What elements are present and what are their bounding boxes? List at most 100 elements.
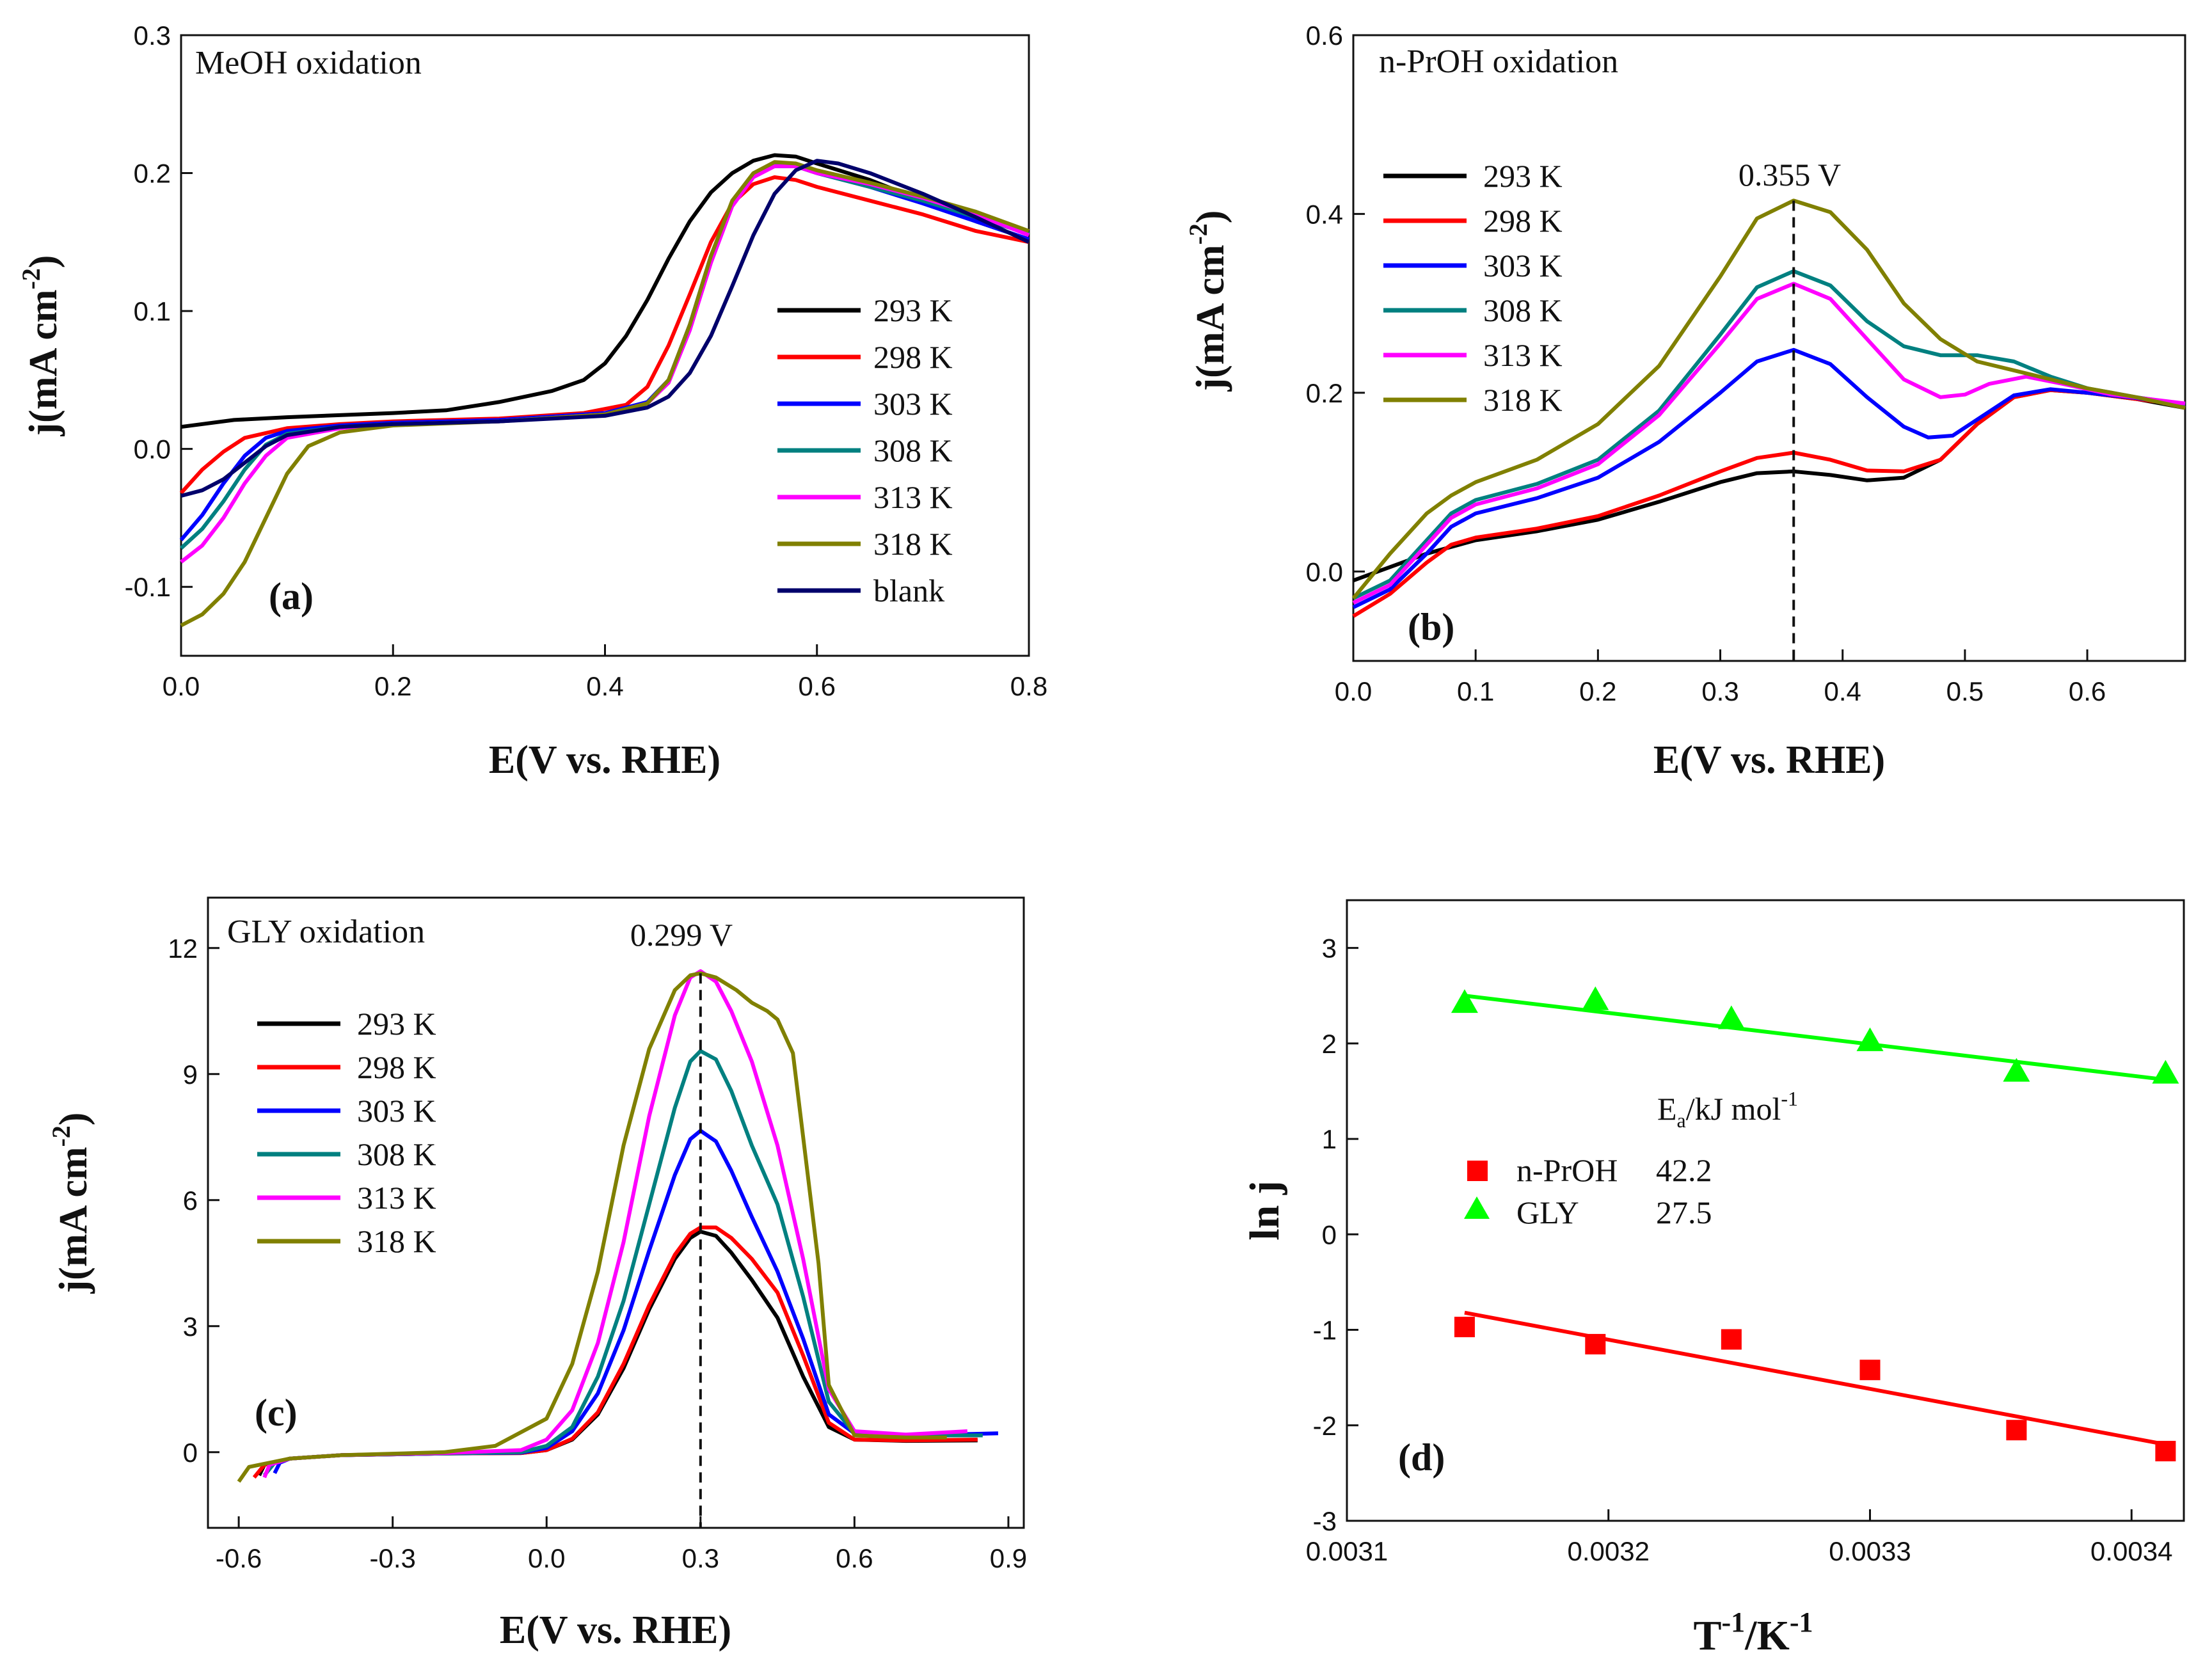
panel-d-label: (d) bbox=[1398, 1436, 1445, 1479]
panel-d-point-nproh bbox=[2006, 1420, 2027, 1441]
panel-a-curve-blank bbox=[180, 159, 1030, 498]
panel-d-arrhenius-plot: 0.0031 0.0032 0.0033 0.0034 -3 -2 -1 0 1 2 3 (d) E… bbox=[1241, 899, 2185, 1659]
panel-c-legend: 293 K 298 K 303 K 308 K 313 K 318 K bbox=[257, 1006, 436, 1259]
panel-d-x-tick-label: 0.0033 bbox=[1829, 1536, 1911, 1566]
panel-d-point-gly bbox=[2152, 1060, 2179, 1084]
panel-d-point-gly bbox=[1717, 1005, 1745, 1029]
panel-b-y-tick-label: 0.4 bbox=[1306, 199, 1343, 229]
panel-b-title: n-PrOH oxidation bbox=[1379, 44, 1618, 80]
panel-a-x-tick-label: 0.6 bbox=[799, 671, 836, 701]
panel-d-point-nproh bbox=[2155, 1441, 2176, 1462]
panel-d-point-nproh bbox=[1454, 1317, 1475, 1338]
panel-b-legend-label-293k: 293 K bbox=[1483, 158, 1563, 194]
panel-b-label: (b) bbox=[1408, 606, 1454, 648]
panel-d-legend-marker-gly bbox=[1464, 1196, 1490, 1219]
panel-a-y-tick-label: 0.3 bbox=[134, 20, 171, 51]
panel-b-y-tick-label: 0.0 bbox=[1306, 557, 1343, 587]
panel-c-y-tick-label: 3 bbox=[183, 1312, 198, 1342]
panel-a-axis-ticks: 0.0 0.2 0.4 0.6 0.8 -0.1 0.0 0.1 0.2 0.3 bbox=[125, 20, 1048, 701]
panel-a-y-tick-label: 0.2 bbox=[134, 159, 171, 189]
panel-d-x-tick-label: 0.0034 bbox=[2090, 1536, 2172, 1566]
panel-a-legend-label-303k: 303 K bbox=[873, 386, 953, 422]
panel-a-curve-293k bbox=[180, 153, 1030, 429]
panel-d-data-marks bbox=[1451, 986, 2179, 1462]
panel-d-point-nproh bbox=[1585, 1333, 1606, 1354]
panel-b-axis-ticks: 0.0 0.1 0.2 0.3 0.4 0.5 0.6 0.0 0.2 0.4 0.6 bbox=[1306, 20, 2106, 706]
panel-c-legend-label-313k: 313 K bbox=[357, 1180, 436, 1216]
panel-b-curve-293k bbox=[1352, 388, 2186, 583]
panel-c-curves bbox=[237, 969, 998, 1483]
panel-d-legend: Ea/kJ mol-1 n-PrOH 42.2 GLY 27.5 bbox=[1464, 1087, 1798, 1230]
panel-c-curve-318k bbox=[237, 971, 947, 1483]
panel-d-point-nproh bbox=[1721, 1329, 1742, 1350]
panel-b-x-tick-label: 0.5 bbox=[1946, 676, 1984, 706]
panel-a-legend: 293 K 298 K 303 K 308 K 313 K 318 K blan… bbox=[777, 292, 953, 608]
panel-c-y-tick-label: 9 bbox=[183, 1060, 198, 1090]
panel-a-curve-318k bbox=[180, 160, 1030, 628]
panel-d-x-tick-label: 0.0032 bbox=[1568, 1536, 1650, 1566]
panel-d-point-gly bbox=[2003, 1058, 2030, 1082]
panel-a-meoh-oxidation: 0.0 0.2 0.4 0.6 0.8 -0.1 0.0 0.1 0.2 0.3 MeOH oxi… bbox=[17, 20, 1047, 782]
panel-d-fit-line-nproh bbox=[1464, 1310, 2166, 1447]
panel-d-legend-label-gly: GLY bbox=[1516, 1195, 1579, 1230]
panel-b-legend-label-303k: 303 K bbox=[1483, 248, 1563, 283]
panel-c-y-tick-label: 12 bbox=[168, 933, 198, 964]
panel-c-gly-oxidation: -0.6 -0.3 0.0 0.3 0.6 0.9 0 3 6 9 12 GLY oxidation… bbox=[47, 896, 1027, 1652]
panel-a-y-tick-label: -0.1 bbox=[125, 572, 171, 602]
panel-d-y-tick-label: -3 bbox=[1313, 1506, 1337, 1536]
panel-d-legend-label-nproh: n-PrOH bbox=[1516, 1152, 1618, 1188]
panel-c-x-tick-label: 0.9 bbox=[990, 1543, 1027, 1573]
panel-c-peak-label: 0.299 V bbox=[630, 917, 733, 953]
panel-c-x-axis-label: E(V vs. RHE) bbox=[500, 1608, 731, 1652]
panel-c-x-tick-label: 0.0 bbox=[528, 1543, 565, 1573]
panel-a-y-axis-label: j(mA cm-2) bbox=[17, 255, 65, 437]
panel-d-y-tick-label: -2 bbox=[1313, 1411, 1337, 1441]
panel-b-x-tick-label: 0.4 bbox=[1824, 676, 1861, 706]
panel-c-y-axis-label: j(mA cm-2) bbox=[47, 1113, 95, 1294]
panel-b-x-tick-label: 0.2 bbox=[1579, 676, 1616, 706]
panel-d-legend-header: Ea/kJ mol-1 bbox=[1657, 1087, 1798, 1132]
panel-c-title: GLY oxidation bbox=[227, 914, 425, 950]
panel-a-x-tick-label: 0.2 bbox=[374, 671, 411, 701]
panel-b-y-tick-label: 0.6 bbox=[1306, 20, 1343, 51]
panel-d-x-axis-label: T-1/K-1 bbox=[1693, 1607, 1813, 1659]
panel-d-legend-ea-nproh: 42.2 bbox=[1656, 1152, 1712, 1188]
panel-a-legend-label-318k: 318 K bbox=[873, 526, 953, 562]
panel-d-point-gly bbox=[1451, 989, 1478, 1013]
panel-c-legend-label-298k: 298 K bbox=[357, 1049, 436, 1085]
panel-d-y-tick-label: -1 bbox=[1313, 1315, 1337, 1345]
panel-a-x-tick-label: 0.4 bbox=[586, 671, 623, 701]
panel-c-legend-label-308k: 308 K bbox=[357, 1136, 436, 1172]
panel-b-peak-label: 0.355 V bbox=[1739, 157, 1841, 193]
panel-b-x-tick-label: 0.1 bbox=[1457, 676, 1494, 706]
panel-d-legend-ea-gly: 27.5 bbox=[1656, 1195, 1712, 1230]
panel-b-x-tick-label: 0.6 bbox=[2069, 676, 2106, 706]
panel-b-nproh-oxidation: 0.0 0.1 0.2 0.3 0.4 0.5 0.6 0.0 0.2 0.4 0.6 n-PrOH… bbox=[1184, 20, 2186, 782]
panel-d-point-nproh bbox=[1859, 1360, 1881, 1381]
panel-d-axis-ticks: 0.0031 0.0032 0.0033 0.0034 -3 -2 -1 0 1 2 3 bbox=[1306, 933, 2173, 1566]
panel-a-curve-298k bbox=[179, 175, 1030, 495]
panel-c-x-tick-label: -0.6 bbox=[216, 1543, 262, 1573]
panel-c-x-tick-label: -0.3 bbox=[369, 1543, 415, 1573]
panel-b-curves bbox=[1351, 198, 2186, 618]
panel-c-x-tick-label: 0.3 bbox=[682, 1543, 719, 1573]
panel-c-legend-label-303k: 303 K bbox=[357, 1093, 436, 1129]
panel-b-x-tick-label: 0.0 bbox=[1335, 676, 1372, 706]
panel-b-x-axis-label: E(V vs. RHE) bbox=[1653, 738, 1885, 782]
panel-b-curve-308k bbox=[1352, 269, 2186, 600]
panel-b-plot-frame bbox=[1352, 34, 2186, 662]
panel-a-legend-label-293k: 293 K bbox=[873, 292, 953, 328]
panel-b-legend-label-308k: 308 K bbox=[1483, 292, 1563, 328]
panel-d-y-tick-label: 0 bbox=[1322, 1219, 1337, 1250]
panel-d-legend-marker-nproh bbox=[1467, 1161, 1488, 1181]
panel-b-legend-label-313k: 313 K bbox=[1483, 337, 1563, 373]
panel-b-y-tick-label: 0.2 bbox=[1306, 378, 1343, 408]
panel-d-fit-line-gly bbox=[1464, 994, 2166, 1082]
panel-c-axis-ticks: -0.6 -0.3 0.0 0.3 0.6 0.9 0 3 6 9 12 bbox=[168, 933, 1027, 1573]
panel-a-x-tick-label: 0.8 bbox=[1010, 671, 1047, 701]
panel-c-y-tick-label: 6 bbox=[183, 1186, 198, 1216]
panel-d-point-gly bbox=[1856, 1027, 1884, 1051]
panel-a-x-tick-label: 0.0 bbox=[163, 671, 200, 701]
panel-a-label: (a) bbox=[269, 575, 314, 617]
